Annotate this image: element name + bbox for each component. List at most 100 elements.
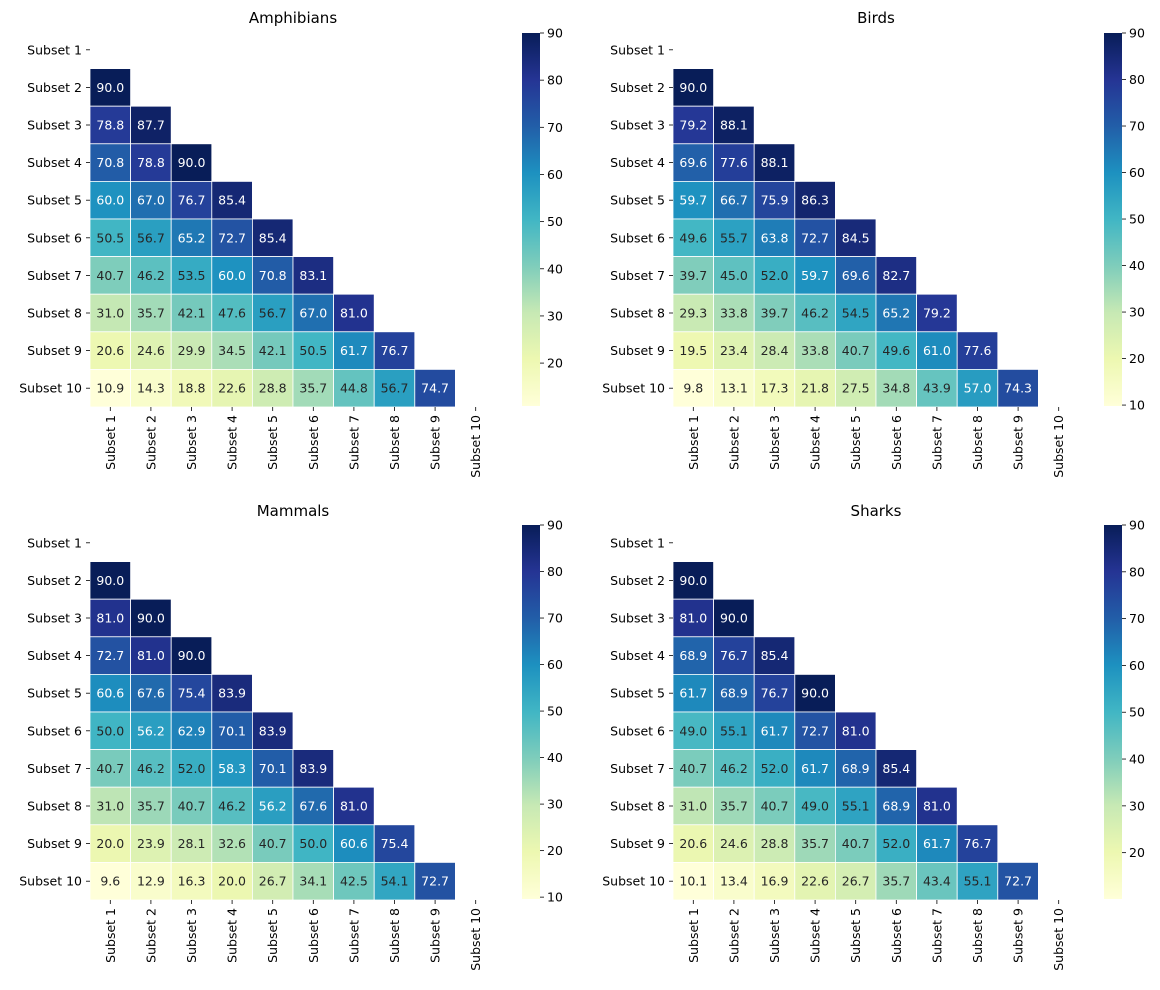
- colorbar-tick-label: 40: [1129, 752, 1145, 767]
- y-tick-label: Subset 5: [610, 686, 665, 701]
- heatmap-cell: [130, 636, 172, 675]
- colorbar-tick-label: 30: [547, 797, 563, 812]
- colorbar-tick-label: 90: [547, 518, 563, 533]
- colorbar-tick-label: 30: [1129, 798, 1145, 813]
- colorbar-tick-label: 50: [1129, 705, 1145, 720]
- x-tick-label: Subset 9: [428, 908, 443, 963]
- cell-value-label: 72.7: [218, 230, 246, 245]
- cell-value-label: 76.7: [964, 836, 992, 851]
- colorbar-tick-label: 60: [547, 167, 563, 182]
- cell-value-label: 87.7: [137, 118, 165, 133]
- colorbar-tick-label: 10: [1129, 398, 1145, 413]
- y-tick-label: Subset 1: [610, 535, 665, 550]
- heatmap-cell: [713, 636, 755, 675]
- y-tick-label: Subset 4: [610, 648, 665, 663]
- cell-value-label: 75.4: [381, 836, 409, 851]
- heatmap-cell: [916, 293, 958, 333]
- cell-value-label: 39.7: [761, 306, 789, 321]
- cell-value-label: 90.0: [96, 80, 124, 95]
- cell-value-label: 74.7: [421, 381, 449, 396]
- x-tick-label: Subset 8: [970, 908, 985, 963]
- heatmap-cell: [414, 368, 456, 408]
- heatmap-cell: [713, 180, 755, 220]
- cell-value-label: 62.9: [178, 723, 206, 738]
- x-tick-label: Subset 4: [225, 908, 240, 963]
- heatmap-cell: [89, 824, 131, 863]
- cell-value-label: 46.2: [137, 761, 165, 776]
- y-tick-label: Subset 8: [27, 306, 82, 321]
- heatmap-cell: [672, 256, 714, 295]
- heatmap-cell: [89, 331, 131, 370]
- heatmap-cell: [794, 862, 836, 901]
- cell-value-label: 84.5: [842, 230, 870, 245]
- cell-value-label: 61.7: [340, 343, 368, 358]
- y-tick-label: Subset 9: [610, 836, 665, 851]
- y-tick-label: Subset 7: [610, 761, 665, 776]
- cell-value-label: 76.7: [178, 193, 206, 208]
- colorbar-tick-label: 20: [547, 843, 563, 858]
- cell-value-label: 28.8: [259, 381, 287, 396]
- cell-value-label: 79.2: [679, 118, 707, 133]
- cell-value-label: 35.7: [137, 306, 165, 321]
- heatmap-cell: [753, 749, 796, 788]
- heatmap-cell: [956, 824, 999, 863]
- cell-value-label: 90.0: [178, 155, 206, 170]
- cell-value-label: 46.2: [801, 306, 829, 321]
- heatmap-cell: [170, 636, 213, 675]
- cell-value-label: 74.3: [1004, 381, 1032, 396]
- heatmap-cell: [170, 256, 213, 295]
- x-tick-label: Subset 9: [1011, 415, 1026, 470]
- heatmap-cell: [835, 368, 877, 408]
- heatmap-cell: [251, 711, 294, 750]
- cell-value-label: 61.0: [923, 343, 951, 358]
- y-tick-label: Subset 1: [27, 535, 82, 550]
- cell-value-label: 9.8: [683, 381, 703, 396]
- cell-value-label: 85.4: [882, 761, 910, 776]
- heatmap-cell: [713, 786, 755, 826]
- colorbar: 20 30 40 50 60 70 80 90: [1104, 518, 1145, 899]
- heatmap-cell: [211, 824, 253, 863]
- cell-value-label: 49.0: [679, 723, 707, 738]
- cell-value-label: 43.9: [923, 381, 951, 396]
- heatmap-cell: [292, 256, 334, 295]
- colorbar-tick-label: 40: [1129, 258, 1145, 273]
- heatmap-cell: [130, 824, 172, 863]
- cell-value-label: 69.6: [842, 268, 870, 283]
- cell-value-label: 57.0: [964, 381, 992, 396]
- heatmap-cell: [211, 674, 253, 713]
- cell-value-label: 67.6: [299, 799, 327, 814]
- heatmap-cell: [875, 293, 917, 333]
- colorbar-tick-label: 70: [547, 120, 563, 135]
- heatmap-cell: [835, 256, 877, 295]
- cell-value-label: 42.1: [178, 306, 206, 321]
- heatmap-cell: [875, 256, 917, 295]
- cell-value-label: 40.7: [178, 799, 206, 814]
- y-tick-label: Subset 8: [610, 799, 665, 814]
- cell-value-label: 55.7: [720, 230, 748, 245]
- cell-value-label: 32.6: [218, 836, 246, 851]
- heatmap-cell: [89, 68, 131, 107]
- heatmap-cell: [251, 862, 294, 901]
- heatmap-panel-mammals: Mammals 90.0 81.0 90.0 72.7 81.0 90.0 60.6 67.6 7…: [19, 502, 563, 971]
- cell-value-label: 81.0: [96, 611, 124, 626]
- cell-value-label: 83.1: [299, 268, 327, 283]
- cell-value-label: 78.8: [137, 155, 165, 170]
- heatmap-cell: [130, 293, 172, 333]
- heatmap-cell: [753, 786, 796, 826]
- heatmap-cell: [835, 862, 877, 901]
- heatmap-cell: [753, 636, 796, 675]
- heatmap-cell: [170, 368, 213, 408]
- cell-value-label: 60.0: [96, 193, 124, 208]
- heatmap-cell: [130, 256, 172, 295]
- cell-value-label: 59.7: [801, 268, 829, 283]
- cell-value-label: 70.8: [96, 155, 124, 170]
- heatmap-cell: [672, 674, 714, 713]
- heatmap-cell: [753, 180, 796, 220]
- colorbar-tick-label: 70: [1129, 611, 1145, 626]
- cell-value-label: 81.0: [923, 799, 951, 814]
- colorbar-tick-label: 20: [547, 356, 563, 371]
- heatmap-cell: [916, 824, 958, 863]
- x-tick-label: Subset 8: [387, 415, 402, 470]
- x-tick-label: Subset 7: [346, 415, 361, 470]
